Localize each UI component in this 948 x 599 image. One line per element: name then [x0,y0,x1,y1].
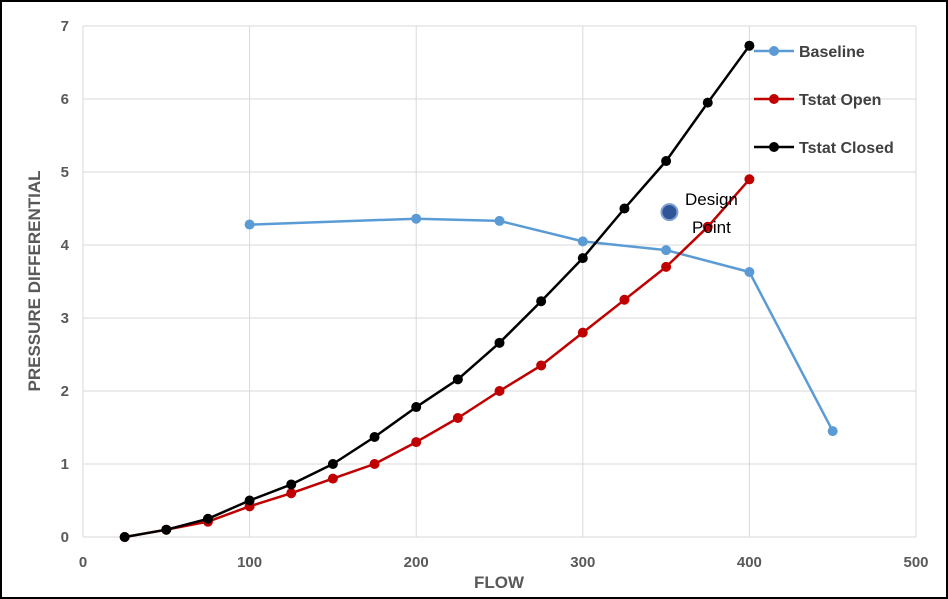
y-axis-title: PRESSURE DIFFERENTIAL [25,170,44,391]
data-point [577,327,588,338]
x-tick-label: 400 [737,554,762,571]
y-tick-label: 4 [61,237,70,254]
legend-swatch-marker [769,142,779,152]
series-tstat-closed [119,40,755,542]
series-line [124,178,751,539]
data-point [661,245,672,256]
x-tick-label: 100 [237,554,262,571]
data-point [744,267,755,278]
y-tick-label: 0 [61,529,69,546]
legend-label: Baseline [799,44,865,61]
design-point-label-line2: Point [692,218,731,237]
data-point [744,40,755,51]
x-tick-label: 200 [404,554,429,571]
y-tick-label: 5 [61,164,69,181]
tick-labels: 0 1 2 3 4 5 6 7 0 100 200 300 400 500 [61,18,929,571]
series-layer [119,40,838,542]
data-point [661,156,672,167]
data-point [452,374,463,385]
data-point [244,495,255,506]
y-tick-label: 1 [61,456,69,473]
gridlines [82,25,917,538]
legend-swatch-marker [769,94,779,104]
data-point [452,413,463,424]
data-point [411,213,422,224]
series-line [124,44,751,539]
data-point [702,221,713,232]
y-tick-label: 7 [61,18,69,35]
data-point [286,479,297,490]
data-point [577,236,588,247]
legend-label: Tstat Open [799,92,881,109]
annotations: Design Point [660,190,738,237]
data-point [536,360,547,371]
legend-item-baseline: Baseline [754,44,865,61]
data-point [536,296,547,307]
data-point [744,174,755,185]
data-point [244,219,255,230]
legend: Baseline Tstat Open Tstat Closed [754,44,894,157]
data-point [494,337,505,348]
data-point [119,532,130,542]
data-point [827,426,838,437]
data-point [494,386,505,396]
data-point [494,215,505,226]
x-tick-label: 300 [570,554,595,571]
series-tstat-open [119,174,755,542]
legend-label: Tstat Closed [799,140,894,157]
data-point [327,473,338,484]
data-point [661,261,672,272]
data-point [411,402,422,413]
data-point [161,524,172,535]
design-point-marker [660,203,679,222]
series-line [249,217,834,432]
x-tick-label: 0 [79,554,87,571]
y-tick-label: 3 [61,310,69,327]
y-tick-label: 2 [61,383,69,400]
y-tick-label: 6 [61,91,69,108]
legend-item-tstat-closed: Tstat Closed [754,140,894,157]
data-point [369,431,380,442]
design-point-label-line1: Design [685,190,738,209]
legend-item-tstat-open: Tstat Open [754,92,881,109]
data-point [702,97,713,108]
data-point [327,459,338,469]
series-baseline [244,213,838,437]
data-point [286,488,297,499]
data-point [619,203,630,214]
data-point [411,437,422,448]
data-point [619,294,630,305]
data-point [369,459,380,469]
data-point [577,253,588,264]
x-tick-label: 500 [903,554,928,571]
legend-swatch-marker [769,46,779,56]
x-axis-title: FLOW [474,573,525,592]
data-point [202,513,213,524]
